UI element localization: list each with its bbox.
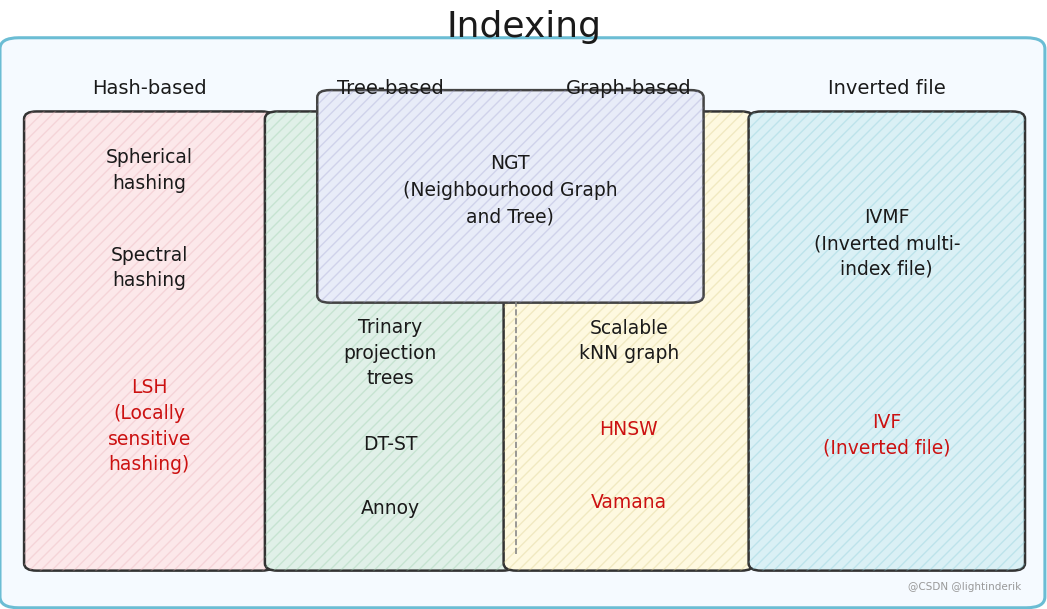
Text: DT-ST: DT-ST xyxy=(362,435,418,454)
Text: Trinary
projection
trees: Trinary projection trees xyxy=(343,318,437,389)
FancyBboxPatch shape xyxy=(317,90,704,303)
FancyBboxPatch shape xyxy=(504,111,754,571)
Text: Annoy: Annoy xyxy=(360,499,420,518)
FancyBboxPatch shape xyxy=(0,38,1045,608)
Text: Indexing: Indexing xyxy=(446,10,601,44)
Text: IVF
(Inverted file): IVF (Inverted file) xyxy=(823,413,951,458)
Text: Graph-based: Graph-based xyxy=(566,79,691,98)
Text: IVMF
(Inverted multi-
index file): IVMF (Inverted multi- index file) xyxy=(814,208,960,279)
Text: HNSW: HNSW xyxy=(600,420,658,439)
Text: LSH
(Locally
sensitive
hashing): LSH (Locally sensitive hashing) xyxy=(108,378,191,474)
FancyBboxPatch shape xyxy=(265,111,515,571)
Text: Spherical
hashing: Spherical hashing xyxy=(106,148,193,193)
FancyBboxPatch shape xyxy=(749,111,1025,571)
Text: Tree-based: Tree-based xyxy=(337,79,443,98)
Text: Scalable
kNN graph: Scalable kNN graph xyxy=(579,319,678,364)
Text: Spectral
hashing: Spectral hashing xyxy=(111,245,187,290)
Text: @CSDN @lightinderik: @CSDN @lightinderik xyxy=(908,582,1021,592)
Text: Hash-based: Hash-based xyxy=(92,79,206,98)
Text: NGT
(Neighbourhood Graph
and Tree): NGT (Neighbourhood Graph and Tree) xyxy=(403,154,618,227)
Text: Vamana: Vamana xyxy=(591,493,667,512)
FancyBboxPatch shape xyxy=(24,111,274,571)
Text: Inverted file: Inverted file xyxy=(828,79,945,98)
